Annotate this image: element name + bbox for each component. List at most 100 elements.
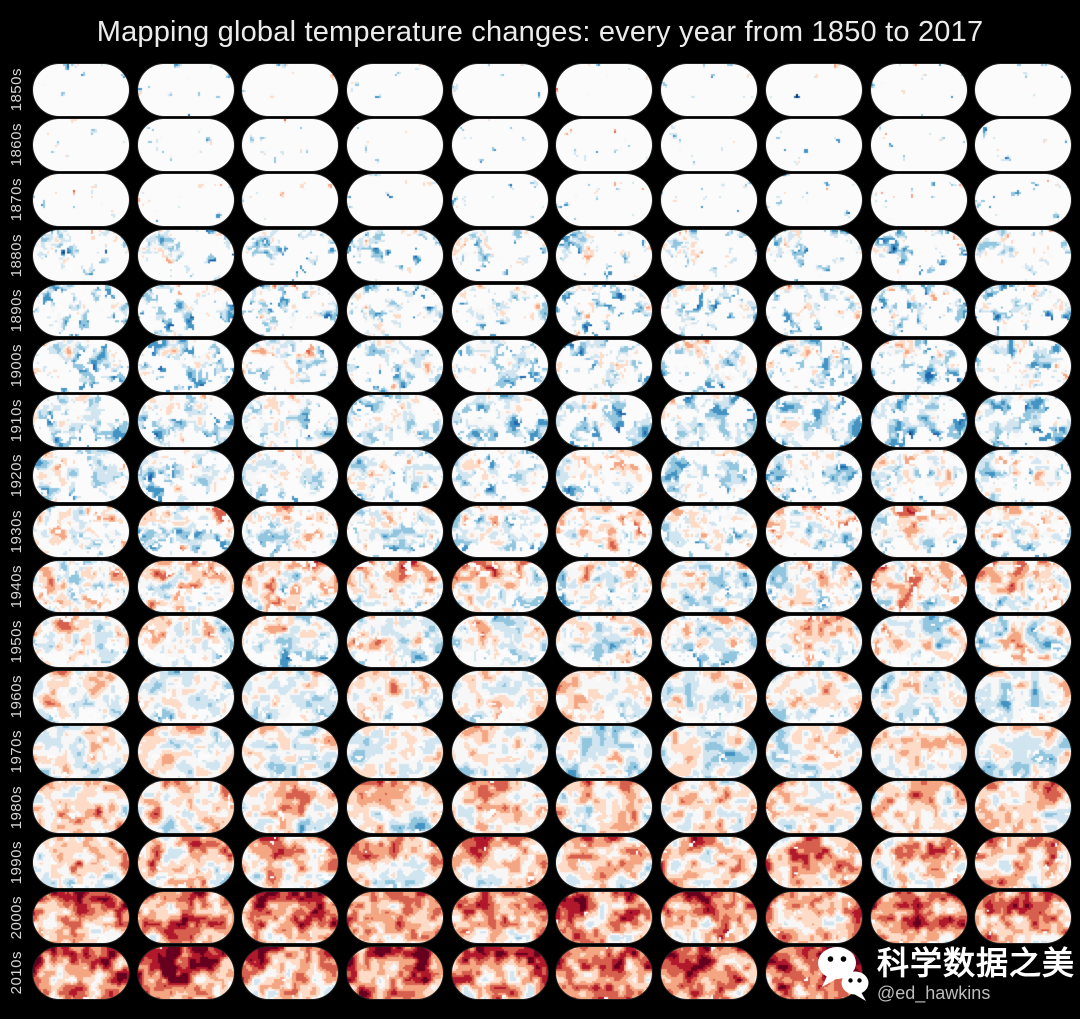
- map-1969: [975, 671, 1072, 723]
- map-1938: [870, 505, 967, 558]
- decade-maps: [33, 64, 1072, 116]
- map-1964: [451, 671, 548, 723]
- map-1951: [137, 615, 234, 668]
- map-1971: [137, 726, 234, 778]
- map-1997: [765, 836, 862, 889]
- map-1978: [870, 726, 967, 778]
- decade-row-1990s: 1990s: [0, 836, 1072, 889]
- map-1912: [242, 395, 339, 447]
- map-1866: [661, 119, 758, 171]
- decade-label-container: 1920s: [0, 450, 33, 502]
- map-1920: [33, 450, 129, 502]
- map-2009: [975, 891, 1072, 944]
- decade-label: 1900s: [8, 344, 25, 388]
- map-1892: [242, 284, 339, 337]
- map-1972: [242, 726, 339, 778]
- map-1996: [661, 836, 758, 889]
- map-1935: [556, 505, 653, 558]
- map-1950: [33, 615, 129, 668]
- map-2011: [137, 947, 234, 999]
- map-1873: [347, 174, 444, 226]
- map-1987: [765, 781, 862, 834]
- decade-maps: [33, 891, 1072, 944]
- map-1943: [347, 560, 444, 613]
- decade-maps: [33, 560, 1072, 613]
- decade-label: 1960s: [8, 675, 25, 719]
- map-2015: [556, 947, 653, 999]
- decade-label-container: 1990s: [0, 837, 33, 889]
- decade-row-1880s: 1880s: [0, 229, 1072, 282]
- map-1891: [137, 284, 234, 337]
- figure-title: Mapping global temperature changes: ever…: [96, 16, 984, 48]
- map-1878: [870, 174, 967, 226]
- map-1881: [137, 229, 234, 282]
- decade-label: 2010s: [8, 951, 25, 995]
- map-1918: [870, 395, 967, 447]
- decade-label: 1890s: [8, 288, 25, 333]
- decade-row-1970s: 1970s: [0, 726, 1072, 778]
- map-1948: [870, 560, 967, 613]
- map-1908: [870, 339, 967, 392]
- map-1879: [975, 174, 1072, 226]
- decade-label-container: 1880s: [0, 230, 33, 282]
- map-1954: [451, 615, 548, 668]
- decade-label-container: 1910s: [0, 395, 33, 447]
- map-1858: [870, 64, 967, 116]
- map-1921: [137, 450, 234, 502]
- decade-maps: [33, 174, 1072, 226]
- map-2006: [661, 891, 758, 944]
- decade-label: 1920s: [8, 454, 25, 498]
- map-1886: [661, 229, 758, 282]
- map-1883: [347, 229, 444, 282]
- map-1928: [870, 450, 967, 502]
- map-1930: [33, 505, 129, 558]
- map-1992: [242, 836, 339, 889]
- map-1926: [661, 450, 758, 502]
- map-1884: [451, 229, 548, 282]
- map-1898: [870, 284, 967, 337]
- map-1949: [975, 560, 1072, 613]
- map-1916: [661, 395, 758, 447]
- map-1922: [242, 450, 339, 502]
- decade-label-container: 1860s: [0, 119, 33, 171]
- decade-maps: [33, 339, 1072, 392]
- map-1975: [556, 726, 653, 778]
- map-1942: [242, 560, 339, 613]
- map-1909: [975, 339, 1072, 392]
- map-2004: [451, 891, 548, 944]
- map-1945: [556, 560, 653, 613]
- map-2016: [661, 947, 758, 999]
- decade-row-1930s: 1930s: [0, 505, 1072, 558]
- watermark-handle: @ed_hawkins: [876, 983, 991, 1003]
- decade-label: 1990s: [8, 840, 25, 885]
- map-1888: [870, 229, 967, 282]
- decade-maps: [33, 671, 1072, 723]
- decade-label-container: 1890s: [0, 285, 33, 337]
- map-1979: [975, 726, 1072, 778]
- map-2003: [347, 891, 444, 944]
- map-1899: [975, 284, 1072, 337]
- map-1966: [661, 671, 758, 723]
- map-1915: [556, 395, 653, 447]
- map-1953: [347, 615, 444, 668]
- decade-maps: [33, 947, 862, 999]
- decade-label: 1870s: [8, 178, 25, 222]
- map-1983: [347, 781, 444, 834]
- map-1932: [242, 505, 339, 558]
- decade-row-1850s: 1850s: [0, 64, 1072, 116]
- map-1862: [242, 119, 339, 171]
- map-1940: [33, 560, 129, 613]
- map-1860: [33, 119, 129, 171]
- decade-label: 1930s: [8, 509, 25, 553]
- map-1852: [242, 64, 339, 116]
- decade-row-1860s: 1860s: [0, 119, 1072, 171]
- map-1955: [556, 615, 653, 668]
- decade-label: 1880s: [8, 233, 25, 278]
- map-1869: [975, 119, 1072, 171]
- decade-label-container: 1940s: [0, 561, 33, 613]
- map-1882: [242, 229, 339, 282]
- map-2001: [137, 891, 234, 944]
- map-1876: [661, 174, 758, 226]
- map-1959: [975, 615, 1072, 668]
